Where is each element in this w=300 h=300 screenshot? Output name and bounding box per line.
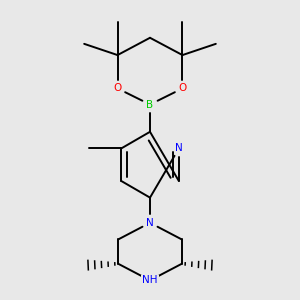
Text: O: O — [113, 83, 122, 93]
Text: NH: NH — [142, 275, 158, 285]
Text: N: N — [146, 218, 154, 228]
Text: B: B — [146, 100, 154, 110]
Text: N: N — [175, 143, 183, 154]
Text: O: O — [178, 83, 187, 93]
